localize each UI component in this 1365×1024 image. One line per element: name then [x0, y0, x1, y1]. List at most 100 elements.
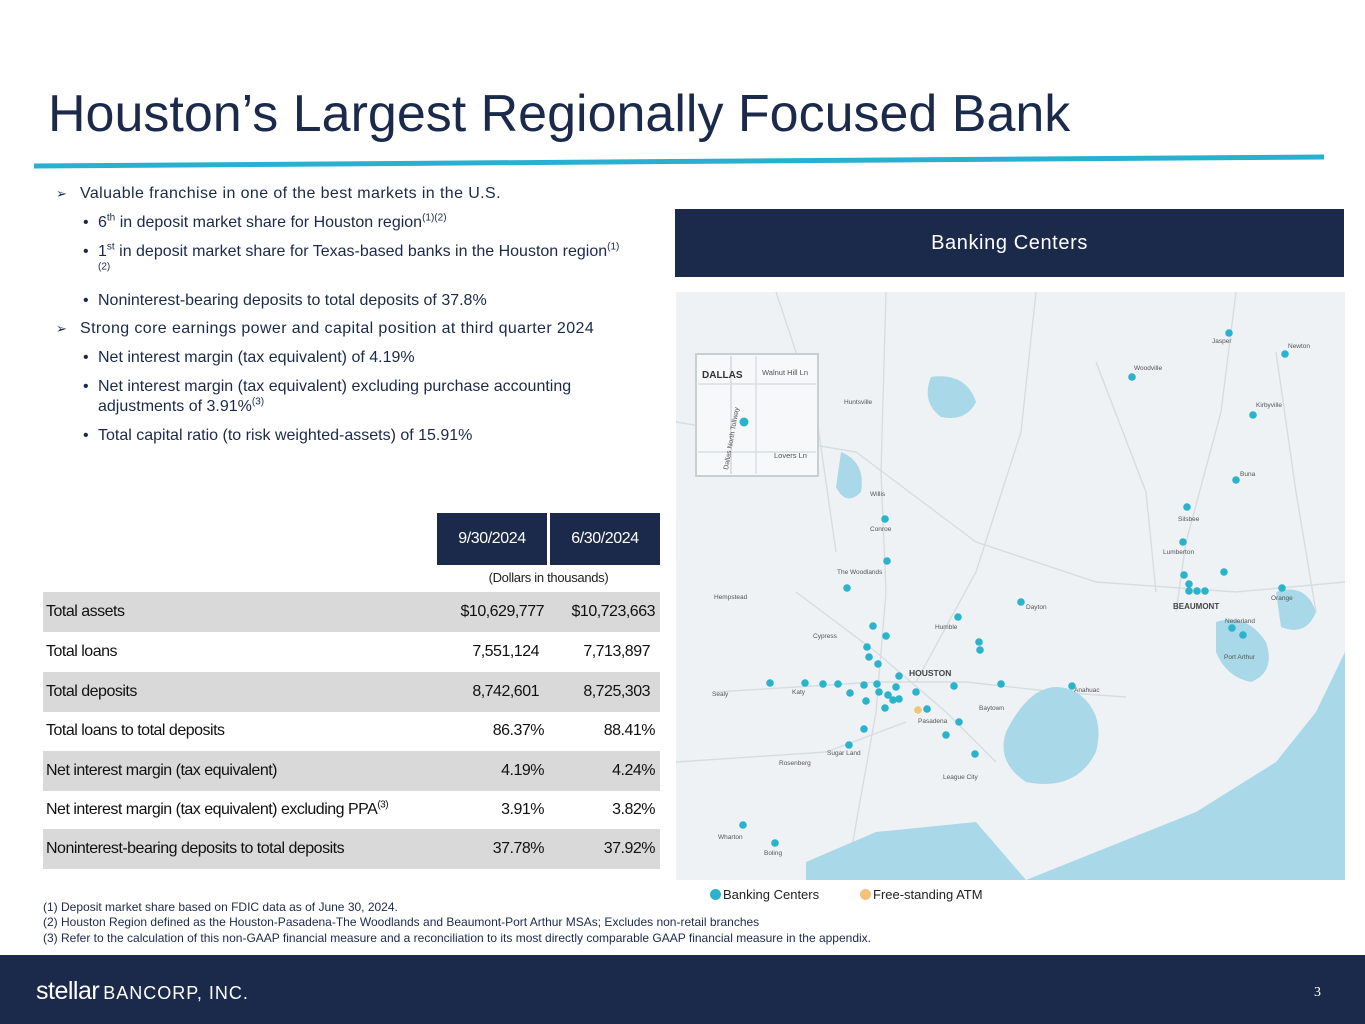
sub-bullet: • Net interest margin (tax equivalent) o… — [83, 349, 415, 366]
table-row: Total loans 7,551,124 7,713,897 — [46, 643, 650, 660]
branch-marker — [1128, 373, 1136, 381]
inset-city-label: DALLAS — [702, 370, 743, 381]
branch-marker — [950, 682, 958, 690]
bullet-main-2: ➢ Strong core earnings power and capital… — [56, 320, 595, 337]
city-label: HOUSTON — [909, 668, 951, 678]
city-label: Katy — [792, 689, 806, 696]
map-roads — [676, 292, 1345, 880]
branch-marker — [883, 557, 891, 565]
sub-bullet: • Total capital ratio (to risk weighted-… — [83, 427, 473, 444]
branch-marker — [1193, 587, 1201, 595]
branch-marker — [1185, 587, 1193, 595]
branch-marker — [912, 688, 920, 696]
city-label: Willis — [870, 491, 886, 498]
branch-marker — [869, 622, 877, 630]
branch-marker — [1232, 476, 1240, 484]
branch-marker — [1249, 411, 1257, 419]
page-number: 3 — [1314, 985, 1321, 1000]
city-label: Kirbyville — [1256, 402, 1282, 409]
city-label: Anahuac — [1074, 687, 1100, 694]
city-label: Conroe — [870, 526, 892, 533]
inset-street-label: Lovers Ln — [774, 451, 807, 460]
branch-marker — [874, 660, 882, 668]
city-label: Orange — [1271, 595, 1293, 602]
legend-item-branch: Banking Centers — [710, 887, 819, 902]
city-label: Dayton — [1026, 604, 1047, 611]
city-label: Baytown — [979, 705, 1004, 712]
branch-marker — [1179, 538, 1187, 546]
branch-marker — [1220, 568, 1228, 576]
city-label: BEAUMONT — [1173, 602, 1219, 611]
dot-bullet-icon: • — [83, 349, 89, 366]
table-row: Total deposits 8,742,601 8,725,303 — [43, 672, 660, 712]
bullet-main-1: ➢ Valuable franchise in one of the best … — [56, 185, 501, 202]
branch-marker — [739, 821, 747, 829]
branch-marker — [801, 679, 809, 687]
sub-bullet: • 1st in deposit market share for Texas-… — [83, 241, 620, 273]
page-title: Houston’s Largest Regionally Focused Ban… — [48, 85, 1071, 143]
city-label: Newton — [1288, 343, 1310, 350]
branch-marker — [860, 681, 868, 689]
sub-bullet: • Noninterest-bearing deposits to total … — [83, 292, 487, 309]
city-label: Huntsville — [844, 399, 873, 406]
branch-marker — [860, 725, 868, 733]
city-label: Boling — [764, 850, 782, 857]
branch-marker — [942, 731, 950, 739]
city-label: Port Arthur — [1224, 654, 1256, 661]
city-label: Nederland — [1225, 618, 1255, 625]
branch-marker — [1183, 503, 1191, 511]
arrow-bullet-icon: ➢ — [56, 186, 68, 201]
city-label: Pasadena — [918, 718, 948, 725]
city-label: Lumberton — [1163, 549, 1194, 556]
map-water — [806, 376, 1345, 880]
table-row: Noninterest-bearing deposits to total de… — [43, 829, 660, 869]
city-label: Sealy — [712, 691, 729, 698]
dot-bullet-icon: • — [83, 243, 89, 260]
branch-marker — [997, 680, 1005, 688]
city-label: The Woodlands — [837, 569, 883, 576]
branch-marker — [1281, 350, 1289, 358]
branch-map: DALLAS Walnut Hill Ln Lovers Ln Dallas N… — [676, 292, 1345, 880]
city-label: League City — [943, 774, 978, 781]
sub-bullet: • 6th in deposit market share for Housto… — [83, 212, 447, 231]
table-row: Net interest margin (tax equivalent) exc… — [46, 799, 655, 818]
dot-bullet-icon: • — [83, 292, 89, 309]
city-label: Hempstead — [714, 594, 748, 601]
units-note: (Dollars in thousands) — [488, 570, 609, 585]
city-label: Humble — [935, 624, 958, 631]
company-logo: stellar BANCORP, INC. — [36, 977, 249, 1005]
branch-marker — [976, 646, 984, 654]
branch-marker — [865, 653, 873, 661]
column-header-q2: 6/30/2024 — [550, 513, 660, 565]
branch-marker — [834, 680, 842, 688]
branch-marker — [845, 741, 853, 749]
branch-marker — [739, 417, 749, 427]
branch-markers — [739, 329, 1289, 847]
city-label: Buna — [1240, 471, 1256, 478]
branch-marker — [1239, 631, 1247, 639]
table-row: Total assets $10,629,777 $10,723,663 — [43, 592, 660, 632]
branch-marker — [882, 632, 890, 640]
branch-marker — [895, 672, 903, 680]
city-label: Rosenberg — [779, 760, 811, 767]
branch-marker — [971, 750, 979, 758]
city-label: Woodville — [1134, 365, 1162, 372]
branch-marker — [895, 695, 903, 703]
legend-swatch — [860, 889, 871, 900]
footnote: (3) Refer to the calculation of this non… — [43, 931, 871, 945]
branch-marker — [1180, 571, 1188, 579]
branch-marker — [862, 697, 870, 705]
branch-marker — [1225, 329, 1233, 337]
branch-marker — [889, 696, 897, 704]
footnote: (2) Houston Region defined as the Housto… — [43, 915, 760, 929]
branch-marker — [843, 584, 851, 592]
branch-marker — [846, 689, 854, 697]
branch-marker — [954, 613, 962, 621]
inset-street-label: Walnut Hill Ln — [762, 368, 808, 377]
sub-bullet: • Net interest margin (tax equivalent) e… — [83, 378, 572, 415]
branch-marker — [863, 643, 871, 651]
title-underline — [33, 154, 1325, 169]
bullet-list: ➢ Valuable franchise in one of the best … — [56, 182, 631, 446]
branch-marker — [1228, 624, 1236, 632]
branch-marker — [1068, 682, 1076, 690]
